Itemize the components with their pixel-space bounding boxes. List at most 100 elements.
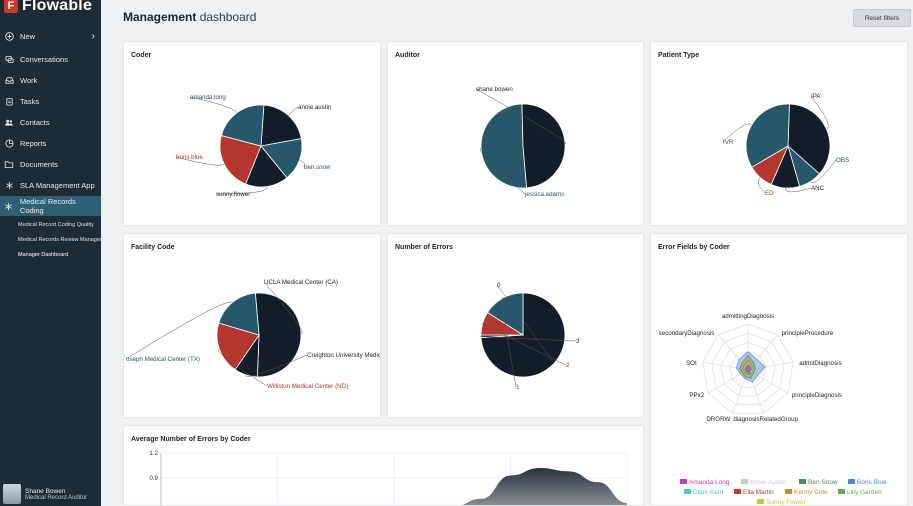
sidebar-item-new[interactable]: New › — [0, 26, 101, 46]
legend-item: Annie Austin — [750, 479, 787, 486]
pie-leader-line — [501, 297, 517, 388]
pie-leader-line — [245, 354, 308, 377]
sidebar-item-documents[interactable]: Documents — [0, 154, 101, 174]
radar-axis — [718, 334, 749, 371]
legend-swatch — [757, 499, 764, 504]
card-title: Error Fields by Coder — [658, 244, 730, 251]
pie-leader-line — [215, 186, 268, 195]
pie-label: ANC — [811, 185, 825, 192]
coder-pie-chart[interactable]: annie.austin ben.snow sunny.flower boris.bl… — [124, 42, 381, 226]
radar-grid-ring — [720, 342, 776, 397]
pie-leader-line — [189, 96, 238, 113]
sidebar-subitem-coding-quality[interactable]: Medical Record Coding Quality — [18, 222, 94, 228]
clipboard-icon — [4, 96, 14, 106]
sidebar: F Flowable New › Conversations Work Task… — [0, 0, 101, 506]
pie-leader-line — [810, 159, 837, 183]
y-tick-label: 0.9 — [149, 475, 158, 482]
pie-leader-line — [722, 123, 753, 143]
pie-leader-line — [288, 106, 299, 116]
asterisk-icon — [4, 201, 14, 211]
sidebar-subitem-manager-dashboard[interactable]: Manager Dashboard — [18, 252, 69, 258]
radar-axis-label: principleDiagnosis — [792, 392, 842, 399]
pie-slice — [745, 103, 790, 168]
pie-label: OBS — [836, 157, 849, 164]
y-tick-label: 1.2 — [149, 450, 158, 457]
sidebar-item-sla-management[interactable]: SLA Management App — [0, 175, 101, 195]
patient-type-card: Patient Type IPA OBS ANC ED IVR — [650, 41, 908, 226]
radar-axis — [747, 334, 778, 371]
pie-slice — [220, 104, 265, 147]
radar-axis-label: secondaryDiagnosis — [659, 330, 715, 337]
pie-slice — [216, 322, 260, 371]
pie-label: 3 — [576, 338, 580, 345]
legend-swatch — [848, 479, 855, 484]
asterisk-icon — [4, 180, 14, 190]
number-of-errors-card: Number of Errors 0 3 2 1 — [387, 233, 644, 418]
pie-label: IPA — [811, 93, 821, 100]
avatar — [3, 484, 21, 504]
main-content: Management dashboard Reset filters Coder… — [101, 0, 913, 506]
sidebar-item-label: New — [20, 31, 36, 41]
radar-axis-label: diagnosisRelatedGroup — [733, 416, 798, 423]
legend-item: Ella Martin — [743, 489, 774, 496]
pie-leader-line — [175, 156, 225, 166]
auditor-card: Auditor jessica.adams shane.bowen — [387, 41, 644, 226]
page-title: Management dashboard — [123, 10, 256, 24]
legend-swatch — [838, 489, 845, 494]
pie-leader-line — [475, 88, 566, 144]
plus-circle-icon — [4, 31, 14, 41]
radar-axis-label: admittingDiagnosis — [722, 313, 774, 320]
pie-label: shane.bowen — [476, 86, 513, 93]
radar-axis-label: admitDiagnosis — [799, 360, 841, 367]
sidebar-item-medical-records-coding[interactable]: Medical Records Coding — [0, 196, 101, 216]
legend-swatch — [684, 489, 691, 494]
sidebar-item-work[interactable]: Work — [0, 70, 101, 90]
chart-pie-icon — [4, 138, 14, 148]
user-profile[interactable]: Shane Bowen Medical Record Auditor — [3, 484, 87, 504]
flowable-logo-icon: F — [4, 0, 18, 13]
facility-code-card: Facility Code UCLA Medical Center (CA) Cr… — [123, 233, 381, 418]
pie-leader-line — [218, 348, 268, 387]
page-title-bold: Management — [123, 10, 197, 24]
sidebar-item-label: Conversations — [20, 54, 68, 64]
radar-grid-ring — [738, 360, 758, 379]
patient-type-pie-chart[interactable]: IPA OBS ANC ED IVR — [651, 42, 908, 226]
pie-leader-line — [758, 177, 766, 194]
user-name: Shane Bowen — [25, 487, 66, 495]
pie-slice — [260, 138, 303, 179]
auditor-pie-chart[interactable]: jessica.adams shane.bowen — [388, 42, 644, 226]
pie-label: oseph Medical Center (TX) — [126, 356, 200, 363]
pie-leader-line — [263, 281, 303, 335]
sidebar-item-tasks[interactable]: Tasks — [0, 91, 101, 111]
pie-label: ben.snow — [304, 164, 331, 171]
legend-item: Sunny Flower — [766, 499, 807, 506]
legend-swatch — [734, 489, 741, 494]
pie-leader-line — [125, 301, 233, 360]
sidebar-item-label: Reports — [20, 138, 47, 148]
brand[interactable]: F Flowable — [4, 0, 92, 16]
chat-icon — [4, 54, 14, 64]
reset-filters-button[interactable]: Reset filters — [853, 9, 911, 27]
sidebar-item-label: Tasks — [20, 96, 40, 106]
legend-item: Lilly Garden — [847, 489, 882, 496]
area-series — [462, 467, 627, 505]
sidebar-item-reports[interactable]: Reports — [0, 133, 101, 153]
legend-item: Amanda Long — [689, 479, 730, 486]
error-fields-card: Error Fields by Coder admittingDiagnosis… — [650, 233, 908, 506]
avg-errors-area-chart[interactable]: 1.2 0.9 — [124, 426, 644, 506]
error-fields-radar-chart[interactable]: admittingDiagnosis principleProcedure admi… — [651, 234, 908, 506]
pie-leader-line — [480, 336, 577, 342]
pie-slice — [260, 104, 302, 147]
card-title: Auditor — [395, 52, 420, 59]
sidebar-item-contacts[interactable]: Contacts — [0, 112, 101, 132]
legend-swatch — [680, 479, 687, 484]
radar-axis — [732, 369, 749, 414]
pie-label: UCLA Medical Center (CA) — [264, 279, 338, 286]
sidebar-item-conversations[interactable]: Conversations — [0, 49, 101, 69]
card-title: Facility Code — [131, 244, 175, 251]
legend-item: Clark Kent — [693, 489, 724, 496]
number-of-errors-pie-chart[interactable]: 0 3 2 1 — [388, 234, 644, 418]
facility-code-pie-chart[interactable]: UCLA Medical Center (CA) Creighton Univer… — [124, 234, 381, 418]
sidebar-subitem-review-management[interactable]: Medical Records Review Management — [18, 237, 101, 243]
radar-grid-ring — [711, 332, 785, 405]
